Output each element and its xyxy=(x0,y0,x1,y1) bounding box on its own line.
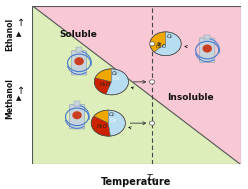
Bar xyxy=(74,101,80,106)
Wedge shape xyxy=(150,32,166,52)
Wedge shape xyxy=(91,116,110,136)
Text: $C_E$: $C_E$ xyxy=(166,32,174,41)
Text: $H_2O$: $H_2O$ xyxy=(155,43,167,51)
Text: ▲: ▲ xyxy=(16,95,21,101)
Text: $T_0$: $T_0$ xyxy=(147,173,157,185)
Text: $C_M$: $C_M$ xyxy=(112,74,121,83)
Circle shape xyxy=(149,42,155,46)
Bar xyxy=(204,35,210,40)
Wedge shape xyxy=(108,110,125,136)
Text: Methanol: Methanol xyxy=(5,78,14,119)
Circle shape xyxy=(149,80,155,84)
Ellipse shape xyxy=(202,44,212,53)
Wedge shape xyxy=(106,69,128,95)
Text: Soluble: Soluble xyxy=(59,30,97,39)
Text: Temperature: Temperature xyxy=(101,177,172,187)
Text: $C_E$: $C_E$ xyxy=(108,110,116,119)
Text: $H_2O$: $H_2O$ xyxy=(96,122,108,131)
Wedge shape xyxy=(95,69,111,82)
Polygon shape xyxy=(32,6,241,164)
Text: $C_M$: $C_M$ xyxy=(109,116,118,125)
Text: ▲: ▲ xyxy=(16,31,21,37)
FancyBboxPatch shape xyxy=(71,51,87,75)
Text: $H_2O$: $H_2O$ xyxy=(99,80,111,89)
Wedge shape xyxy=(94,110,108,123)
Text: Insoluble: Insoluble xyxy=(167,93,214,102)
Ellipse shape xyxy=(74,57,84,65)
Ellipse shape xyxy=(72,111,82,119)
Bar xyxy=(76,47,82,52)
Wedge shape xyxy=(154,32,181,56)
FancyBboxPatch shape xyxy=(69,105,85,129)
Text: ↑: ↑ xyxy=(17,18,25,28)
FancyBboxPatch shape xyxy=(200,38,215,62)
Text: $C_E$: $C_E$ xyxy=(111,70,120,78)
Wedge shape xyxy=(94,78,111,94)
Text: ↑: ↑ xyxy=(17,86,25,96)
Circle shape xyxy=(149,121,155,125)
Text: Ethanol: Ethanol xyxy=(5,17,14,51)
